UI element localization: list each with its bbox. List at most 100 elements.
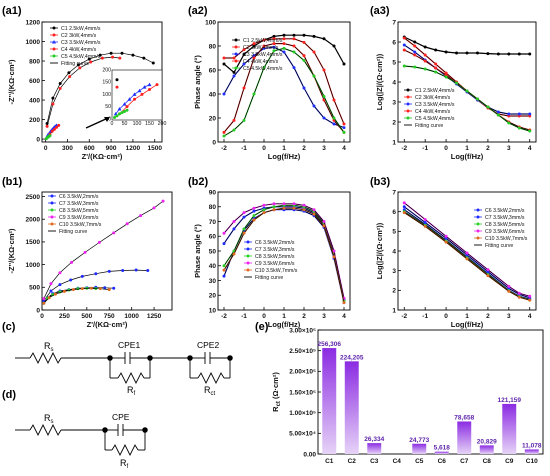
point-C5 — [465, 89, 469, 93]
point-C10 — [507, 289, 511, 293]
point-C10 — [272, 208, 276, 212]
point-C10 — [302, 208, 306, 212]
legend-marker — [50, 215, 54, 219]
point-C1 — [109, 51, 113, 55]
point-C7 — [49, 289, 53, 293]
point-C10 — [332, 255, 336, 259]
point-C7 — [94, 272, 98, 276]
point-C1 — [272, 34, 276, 38]
point-C10 — [342, 301, 346, 305]
x-tick-label: 600 — [84, 145, 95, 152]
legend-label: C5 4.5kW,4mm/s — [243, 66, 283, 72]
point-C2 — [322, 68, 326, 72]
y-tick-label: 1.50×10⁵ — [289, 389, 316, 396]
point-C3 — [232, 74, 236, 78]
legend-marker — [50, 208, 54, 212]
point-C10 — [242, 231, 246, 235]
x-tick-label: C8 — [483, 458, 492, 465]
point-C9 — [42, 297, 46, 301]
label-a3: (a3) — [370, 5, 390, 17]
y-tick-label: 1500 — [26, 239, 41, 246]
point-C1 — [58, 81, 62, 85]
point-C3 — [517, 112, 521, 116]
point-C3 — [413, 50, 417, 54]
point-C1 — [302, 33, 306, 37]
legend-label: C2 3kW,4mm/s — [415, 95, 451, 101]
x-axis-label: Log(f/Hz) — [451, 320, 484, 329]
bar-C8 — [479, 445, 494, 454]
point-C5 — [486, 105, 490, 109]
point-C5 — [517, 126, 521, 130]
point-C4 — [423, 59, 427, 63]
series-C9 — [402, 201, 532, 298]
point-C3 — [507, 112, 511, 116]
series-C3 — [222, 45, 346, 130]
point-C4 — [272, 42, 276, 46]
point-C1 — [131, 53, 135, 57]
label-e: (e) — [255, 321, 269, 333]
point-C9 — [97, 240, 101, 244]
resistor-rs — [29, 423, 62, 437]
point-C2 — [111, 55, 115, 59]
x-tick-label: 4 — [528, 313, 532, 320]
point-C3 — [222, 92, 226, 96]
point-C2 — [262, 38, 266, 42]
series-C5 — [402, 64, 532, 133]
series-C2 — [222, 37, 346, 126]
point-C6 — [103, 286, 107, 290]
y-tick-label: 5.00×10⁴ — [289, 431, 316, 438]
point-C9 — [161, 199, 165, 203]
y-tick-label: 40 — [209, 91, 217, 98]
point-C8 — [272, 205, 276, 209]
legend-marker — [406, 88, 410, 92]
x-tick-label: 0 — [444, 145, 448, 152]
fit-line-C10 — [404, 212, 530, 301]
point-C1 — [292, 33, 296, 37]
y-tick-label: 4 — [392, 248, 396, 255]
point-C5 — [282, 46, 286, 50]
point-C1 — [332, 44, 336, 48]
legend-label: C9 3.5kW,6mm/s — [485, 229, 525, 235]
x-tick-label: C4 — [393, 458, 402, 465]
x-tick-label: C10 — [526, 458, 538, 465]
y-tick-label: 2 — [392, 288, 396, 295]
point-C2 — [45, 124, 49, 128]
point-C10 — [486, 274, 490, 278]
point-C7 — [121, 269, 125, 273]
legend-marker — [52, 40, 56, 44]
series-C2 — [45, 55, 122, 128]
y-tick-label: 20 — [209, 293, 217, 300]
x-tick-label: -1 — [241, 145, 247, 152]
legend-marker — [246, 254, 250, 258]
legend-marker — [50, 222, 54, 226]
label-b3: (b3) — [370, 176, 391, 188]
x-tick-label: 300 — [62, 145, 73, 152]
y-tick-label: 0.00 — [303, 451, 316, 458]
legend-marker — [52, 33, 56, 37]
point-C9 — [322, 220, 326, 223]
fit-line-C7 — [404, 206, 530, 299]
series-C5 — [222, 46, 346, 138]
point-C10 — [423, 224, 427, 228]
point-C3 — [312, 104, 316, 108]
data-label-C10: 11,078 — [522, 442, 542, 449]
x-tick-label: 2 — [302, 145, 306, 152]
point-C9 — [402, 201, 406, 205]
series-C9 — [42, 199, 165, 301]
legend-marker — [476, 208, 480, 212]
point-C9 — [444, 234, 448, 238]
inset-arrowhead — [104, 117, 110, 122]
fit-line-C1 — [46, 52, 154, 124]
x-tick-label: 0 — [44, 145, 48, 152]
series-C9 — [222, 202, 346, 300]
inset-point-C3 — [132, 92, 137, 96]
x-tick-label: 1200 — [126, 145, 141, 152]
point-C10 — [71, 288, 75, 292]
legend-label: C3 3.5kW,4mm/s — [243, 52, 283, 58]
inset-x-tick-label: 150 — [145, 121, 154, 127]
x-tick-label: 900 — [106, 145, 117, 152]
legend-marker — [234, 59, 238, 63]
inset-arrow — [85, 117, 109, 129]
legend-marker — [52, 26, 56, 30]
